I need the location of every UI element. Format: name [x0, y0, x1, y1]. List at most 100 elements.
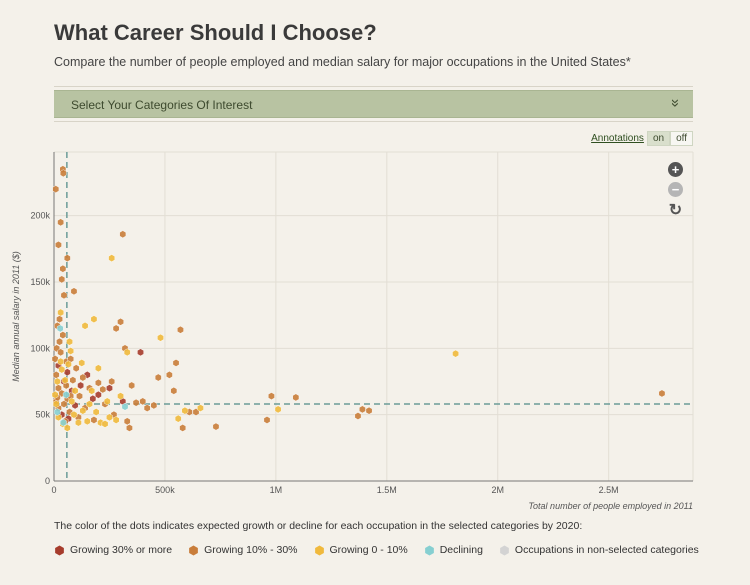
data-point	[70, 287, 78, 296]
data-point	[106, 413, 113, 422]
data-point	[117, 392, 124, 400]
y-tick-label: 50k	[35, 410, 50, 420]
category-selector[interactable]: Select Your Categories Of Interest »	[54, 90, 693, 118]
data-point	[51, 355, 59, 363]
chart-axes	[53, 152, 693, 482]
data-point	[143, 404, 151, 412]
data-point	[117, 317, 124, 326]
legend-note: The color of the dots indicates expected…	[54, 520, 583, 532]
data-point	[69, 376, 77, 385]
data-point	[95, 378, 102, 387]
data-point	[108, 377, 116, 386]
data-point	[452, 349, 459, 358]
data-point	[68, 397, 76, 406]
data-point	[57, 218, 64, 227]
zoom-out-icon[interactable]: −	[668, 182, 683, 197]
data-point	[95, 364, 102, 373]
chart-grid	[54, 151, 694, 481]
annotations-toggle: Annotations on off	[591, 131, 693, 146]
data-point	[132, 398, 140, 407]
data-point	[212, 422, 220, 431]
legend-label: Declining	[439, 544, 483, 556]
data-point	[81, 321, 89, 330]
data-point	[56, 315, 63, 323]
data-point	[154, 373, 162, 382]
data-point	[103, 397, 111, 406]
data-point	[365, 406, 373, 415]
data-point	[658, 389, 666, 398]
data-point	[177, 325, 184, 334]
data-point	[179, 424, 187, 432]
data-point	[157, 333, 164, 342]
data-point	[268, 392, 275, 400]
data-point	[123, 348, 131, 357]
data-point	[78, 359, 86, 367]
data-point	[55, 241, 62, 249]
data-point	[292, 393, 300, 402]
data-point	[54, 377, 61, 386]
data-point	[83, 417, 91, 426]
legend-item: Declining	[424, 544, 483, 556]
legend-label: Occupations in non-selected categories	[514, 544, 699, 556]
data-point	[88, 386, 96, 395]
legend-swatch-icon	[314, 544, 324, 556]
category-selector-label: Select Your Categories Of Interest	[71, 98, 253, 112]
data-point	[76, 392, 83, 400]
legend-swatch-icon	[55, 544, 64, 556]
reset-icon[interactable]: ↻	[668, 201, 683, 219]
legend-label: Growing 30% or more	[70, 544, 173, 556]
annotations-off-button[interactable]: off	[670, 131, 693, 146]
data-point	[60, 400, 68, 408]
y-tick-label: 100k	[30, 343, 50, 353]
data-point	[77, 381, 84, 390]
data-point	[57, 308, 64, 317]
page-subtitle: Compare the number of people employed an…	[54, 55, 631, 69]
data-point	[60, 169, 67, 178]
divider	[54, 86, 693, 87]
data-point	[79, 406, 87, 415]
x-tick-label: 1.5M	[377, 485, 397, 495]
data-point	[56, 324, 64, 333]
data-point	[61, 376, 69, 385]
data-point	[75, 418, 82, 427]
data-point	[90, 416, 98, 424]
chart-labels: 0 500k 1M 1.5M 2M 2.5M 0 50k 100k 150k 200k Total n…	[11, 211, 693, 511]
annotations-on-button[interactable]: on	[646, 131, 671, 146]
data-point	[354, 412, 362, 420]
zoom-in-icon[interactable]: +	[668, 162, 683, 177]
data-point	[101, 420, 109, 428]
data-point	[63, 254, 71, 262]
data-point	[121, 402, 129, 411]
x-tick-label: 500k	[155, 485, 175, 495]
data-point	[95, 390, 102, 399]
legend-item: Occupations in non-selected categories	[499, 544, 699, 556]
data-point	[52, 400, 60, 408]
data-point	[63, 424, 71, 432]
x-tick-label: 1M	[270, 485, 283, 495]
data-point	[59, 264, 67, 273]
data-point	[54, 408, 61, 416]
data-point	[60, 418, 67, 427]
data-point	[126, 424, 133, 432]
data-point	[181, 406, 189, 415]
data-point	[166, 371, 173, 379]
legend-swatch-icon	[500, 544, 509, 556]
legend-label: Growing 10% - 30%	[204, 544, 298, 556]
data-point	[172, 359, 180, 367]
data-point	[52, 185, 60, 193]
data-point	[71, 386, 79, 395]
data-point	[72, 364, 80, 373]
x-axis-label: Total number of people employed in 2011	[528, 501, 693, 511]
legend-swatch-icon	[189, 544, 198, 556]
data-point	[58, 365, 66, 374]
x-tick-label: 2.5M	[599, 485, 619, 495]
data-point	[106, 384, 113, 392]
data-point	[65, 360, 72, 369]
annotations-link[interactable]: Annotations	[591, 133, 644, 144]
data-point	[274, 405, 282, 414]
data-point	[139, 397, 147, 406]
data-point	[108, 254, 116, 262]
data-point	[51, 390, 59, 399]
data-point	[70, 410, 78, 419]
data-point	[112, 416, 120, 424]
